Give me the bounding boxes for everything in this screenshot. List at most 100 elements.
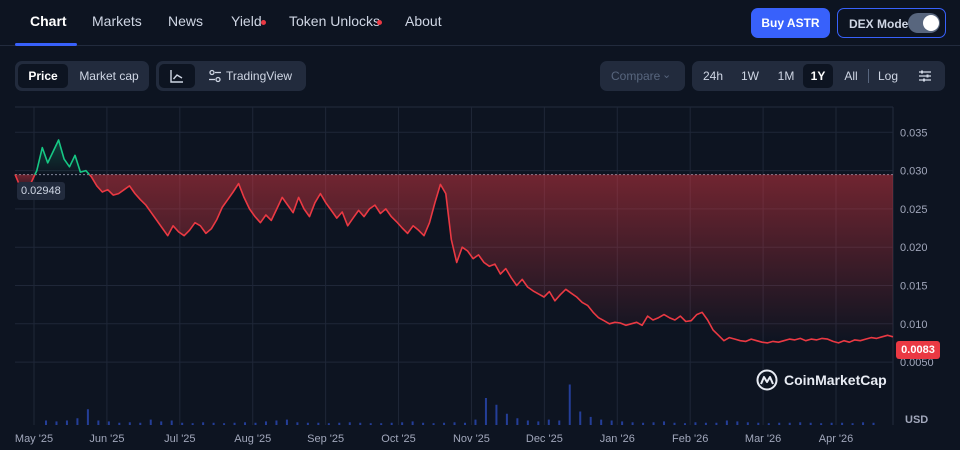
- volume-bar: [537, 421, 540, 425]
- volume-bar: [631, 422, 634, 425]
- volume-bar: [757, 422, 760, 425]
- buy-button[interactable]: Buy ASTR: [751, 8, 830, 38]
- volume-bar: [820, 423, 823, 425]
- volume-bar: [652, 422, 655, 425]
- volume-bar: [746, 422, 749, 425]
- volume-bar: [505, 413, 508, 425]
- line-chart-button[interactable]: [159, 64, 195, 88]
- volume-bar: [359, 422, 362, 425]
- volume-bar: [547, 419, 550, 425]
- yield-new-dot: [261, 20, 266, 25]
- y-tick-label: 0.020: [900, 242, 928, 254]
- volume-bar: [128, 422, 131, 425]
- volume-bar: [264, 421, 267, 425]
- price-area-up: [34, 140, 90, 175]
- price-line-down: [88, 174, 894, 344]
- volume-bar: [568, 384, 571, 425]
- volume-bar: [694, 422, 697, 425]
- volume-bar: [809, 422, 812, 425]
- volume-bar: [160, 421, 163, 425]
- compare-label: Compare: [611, 69, 661, 83]
- x-tick-label: Nov '25: [453, 433, 490, 445]
- volume-bar: [841, 422, 844, 425]
- volume-bar: [55, 421, 58, 425]
- tab-markets[interactable]: Markets: [92, 13, 142, 29]
- tab-chart[interactable]: Chart: [30, 13, 67, 29]
- y-tick-label: 0.025: [900, 204, 928, 216]
- current-price-badge: 0.0083: [896, 341, 940, 359]
- price-chart[interactable]: 0.035 0.030 0.025 0.020 0.015 0.010 0.0050 May…: [0, 100, 960, 450]
- tradingview-button[interactable]: TradingView: [200, 64, 304, 88]
- compare-dropdown[interactable]: Compare ⌄: [600, 61, 685, 91]
- active-tab-indicator: [15, 43, 77, 46]
- range-1y[interactable]: 1Y: [803, 64, 833, 88]
- range-all[interactable]: All: [844, 69, 858, 83]
- range-selector: 24h 1W 1M 1Y All Log: [692, 61, 945, 91]
- y-tick-label: 0.015: [900, 281, 928, 293]
- volume-bar: [170, 420, 173, 425]
- chart-settings-button[interactable]: [910, 64, 940, 88]
- volume-bar: [642, 422, 645, 425]
- volume-bar: [422, 422, 425, 425]
- volume-bar: [107, 421, 110, 425]
- volume-bar: [704, 422, 707, 425]
- volume-bar: [401, 422, 404, 425]
- tab-yield[interactable]: Yield: [231, 13, 262, 29]
- x-tick-label: Sep '25: [307, 433, 344, 445]
- x-tick-label: Jun '25: [89, 433, 124, 445]
- price-tab[interactable]: Price: [18, 64, 68, 88]
- dex-mode-toggle[interactable]: [908, 13, 940, 33]
- volume-bar: [673, 422, 676, 425]
- volume-bar: [558, 420, 561, 425]
- volume-bar: [788, 422, 791, 425]
- volume-bar: [317, 422, 320, 425]
- price-series: [14, 139, 894, 344]
- volume-bar: [411, 421, 414, 425]
- y-tick-label: 0.030: [900, 166, 928, 178]
- line-chart-icon: [170, 70, 183, 83]
- range-divider: [868, 69, 869, 83]
- volume-bar: [202, 422, 205, 425]
- volume-bar: [600, 419, 603, 425]
- volume-bar: [495, 404, 498, 425]
- volume-bar: [97, 420, 100, 425]
- coinmarketcap-logo-icon: [756, 369, 778, 391]
- volume-bar: [725, 420, 728, 425]
- volume-bar: [715, 422, 718, 425]
- watermark-text: CoinMarketCap: [784, 372, 887, 388]
- volume-bar: [285, 419, 288, 425]
- top-nav: Chart Markets News Yield Token Unlocks A…: [0, 0, 960, 46]
- log-scale-button[interactable]: Log: [877, 69, 899, 83]
- volume-bar: [778, 422, 781, 425]
- x-tick-label: Jul '25: [164, 433, 195, 445]
- dex-mode-button[interactable]: DEX Mode: [837, 8, 946, 38]
- volume-bar: [181, 422, 184, 425]
- volume-bar: [369, 423, 372, 425]
- volume-bar: [610, 420, 613, 425]
- volume-bar: [443, 422, 446, 425]
- volume-bar: [851, 423, 854, 425]
- volume-bar: [464, 422, 466, 425]
- x-tick-label: Oct '25: [381, 433, 416, 445]
- range-1m[interactable]: 1M: [777, 69, 795, 83]
- volume-bar: [484, 398, 487, 425]
- volume-bar: [45, 420, 47, 425]
- market-cap-tab[interactable]: Market cap: [79, 69, 139, 83]
- volume-bar: [683, 423, 686, 425]
- x-tick-label: Jan '26: [600, 433, 635, 445]
- volume-bar: [579, 411, 582, 425]
- y-axis: 0.035 0.030 0.025 0.020 0.015 0.010 0.0050: [900, 127, 934, 369]
- tab-token-unlocks[interactable]: Token Unlocks: [289, 13, 381, 29]
- tab-about[interactable]: About: [405, 13, 442, 29]
- volume-bar: [663, 421, 666, 425]
- x-tick-label: Feb '26: [672, 433, 708, 445]
- x-tick-label: May '25: [15, 433, 53, 445]
- tab-news[interactable]: News: [168, 13, 204, 29]
- volume-bar: [348, 422, 351, 425]
- range-1w[interactable]: 1W: [741, 69, 759, 83]
- volume-bar: [296, 422, 299, 425]
- x-tick-label: Dec '25: [526, 433, 563, 445]
- volume-bar: [118, 422, 121, 425]
- volume-bar: [830, 422, 833, 425]
- range-24h[interactable]: 24h: [702, 69, 724, 83]
